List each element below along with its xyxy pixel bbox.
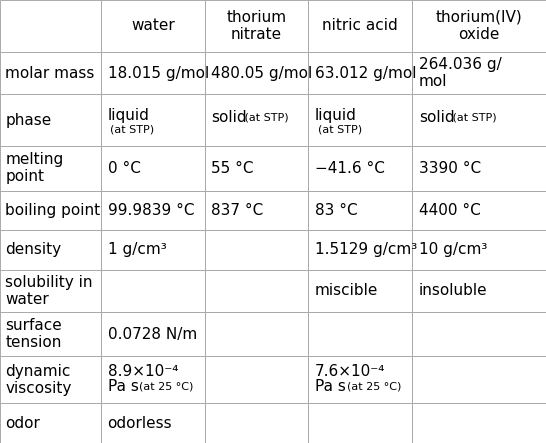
Bar [0,190,101,230]
Bar [308,0,412,52]
Text: (at 25 °C): (at 25 °C) [132,381,193,392]
Text: insoluble: insoluble [419,283,488,298]
Bar [0,312,101,356]
Text: (at STP): (at STP) [318,125,362,135]
Text: Pa s: Pa s [108,379,139,394]
Bar [205,312,308,356]
Text: Pa s: Pa s [315,379,346,394]
Text: (at STP): (at STP) [449,113,496,123]
Text: odorless: odorless [108,416,172,431]
Text: 1 g/cm³: 1 g/cm³ [108,242,167,257]
Text: 0.0728 N/m: 0.0728 N/m [108,326,197,342]
Bar [101,230,205,270]
Text: 10 g/cm³: 10 g/cm³ [419,242,487,257]
Bar [101,404,205,443]
Text: 83 °C: 83 °C [315,203,358,218]
Text: odor: odor [5,416,40,431]
Text: surface
tension: surface tension [5,318,62,350]
Bar [308,356,412,404]
Text: nitric acid: nitric acid [323,19,398,34]
Text: 480.05 g/mol: 480.05 g/mol [211,66,312,81]
Text: 99.9839 °C: 99.9839 °C [108,203,194,218]
Text: 837 °C: 837 °C [211,203,264,218]
Bar [205,230,308,270]
Bar [412,404,546,443]
Text: thorium(IV)
oxide: thorium(IV) oxide [436,10,523,42]
Bar [308,404,412,443]
Text: (at STP): (at STP) [110,125,155,135]
Bar [205,270,308,312]
Text: 0 °C: 0 °C [108,161,140,176]
Bar [101,94,205,146]
Text: density: density [5,242,62,257]
Text: 18.015 g/mol: 18.015 g/mol [108,66,209,81]
Text: solid: solid [419,110,454,125]
Text: 7.6×10⁻⁴: 7.6×10⁻⁴ [315,364,385,378]
Bar [412,230,546,270]
Bar [0,94,101,146]
Text: 55 °C: 55 °C [211,161,254,176]
Text: liquid: liquid [315,108,357,123]
Text: 3390 °C: 3390 °C [419,161,481,176]
Bar [308,190,412,230]
Bar [101,270,205,312]
Text: water: water [131,19,175,34]
Text: dynamic
viscosity: dynamic viscosity [5,364,72,396]
Bar [205,356,308,404]
Text: solid: solid [211,110,247,125]
Bar [101,356,205,404]
Bar [0,52,101,94]
Bar [412,94,546,146]
Bar [101,146,205,190]
Bar [101,0,205,52]
Bar [205,52,308,94]
Text: boiling point: boiling point [5,203,100,218]
Bar [412,312,546,356]
Text: (at 25 °C): (at 25 °C) [340,381,401,392]
Bar [308,230,412,270]
Text: 8.9×10⁻⁴: 8.9×10⁻⁴ [108,364,178,378]
Text: (at STP): (at STP) [241,113,289,123]
Text: −41.6 °C: −41.6 °C [315,161,385,176]
Text: 63.012 g/mol: 63.012 g/mol [315,66,417,81]
Bar [0,356,101,404]
Bar [0,404,101,443]
Bar [0,230,101,270]
Bar [308,312,412,356]
Bar [205,404,308,443]
Text: liquid: liquid [108,108,150,123]
Bar [412,356,546,404]
Bar [412,146,546,190]
Text: molar mass: molar mass [5,66,95,81]
Bar [308,52,412,94]
Bar [205,146,308,190]
Bar [205,190,308,230]
Text: solubility in
water: solubility in water [5,275,93,307]
Text: miscible: miscible [315,283,378,298]
Bar [0,270,101,312]
Bar [412,190,546,230]
Bar [308,146,412,190]
Text: thorium
nitrate: thorium nitrate [227,10,287,42]
Bar [0,0,101,52]
Text: 4400 °C: 4400 °C [419,203,480,218]
Text: phase: phase [5,113,52,128]
Bar [0,146,101,190]
Bar [205,0,308,52]
Bar [308,270,412,312]
Bar [412,52,546,94]
Bar [205,94,308,146]
Bar [412,270,546,312]
Bar [412,0,546,52]
Text: 1.5129 g/cm³: 1.5129 g/cm³ [315,242,417,257]
Bar [308,94,412,146]
Bar [101,190,205,230]
Bar [101,312,205,356]
Bar [101,52,205,94]
Text: melting
point: melting point [5,152,64,184]
Text: 264.036 g/
mol: 264.036 g/ mol [419,57,502,89]
